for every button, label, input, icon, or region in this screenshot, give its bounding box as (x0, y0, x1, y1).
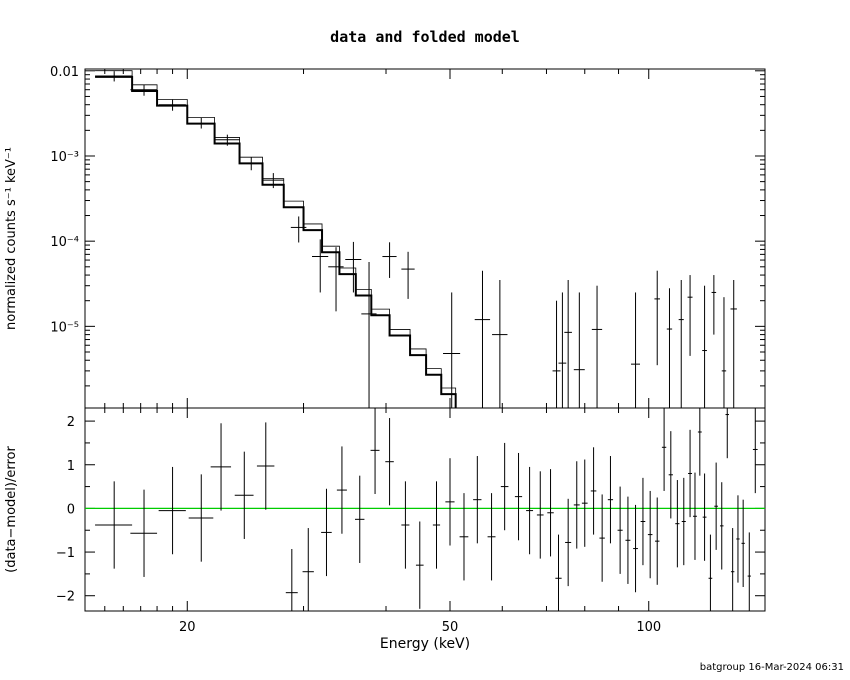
y-tick-label: 10⁻⁵ (50, 320, 79, 335)
residual-y-tick-label: −2 (56, 590, 75, 605)
y-tick-label: 10⁻³ (50, 150, 79, 165)
folded-model-line (95, 75, 457, 408)
x-axis-label: Energy (keV) (380, 636, 470, 652)
chart-title: data and folded model (330, 28, 520, 46)
residual-y-tick-label: 0 (67, 502, 75, 517)
x-tick-label: 20 (179, 620, 196, 635)
y-axis-label: normalized counts s⁻¹ keV⁻¹ (4, 147, 19, 330)
x-tick-label: 100 (636, 620, 661, 635)
residual-y-axis-label: (data−model)/error (4, 446, 19, 573)
x-tick-label: 50 (442, 620, 459, 635)
y-tick-label: 0.01 (50, 65, 79, 80)
data-step-line (95, 70, 457, 408)
residual-y-tick-label: 1 (67, 459, 75, 474)
footer-stamp: batgroup 16-Mar-2024 06:31 (699, 662, 844, 673)
residual-y-tick-label: 2 (67, 415, 75, 430)
residual-y-tick-label: −1 (56, 546, 75, 561)
y-tick-label: 10⁻⁴ (50, 235, 79, 250)
bottom-panel-frame (84, 407, 766, 612)
